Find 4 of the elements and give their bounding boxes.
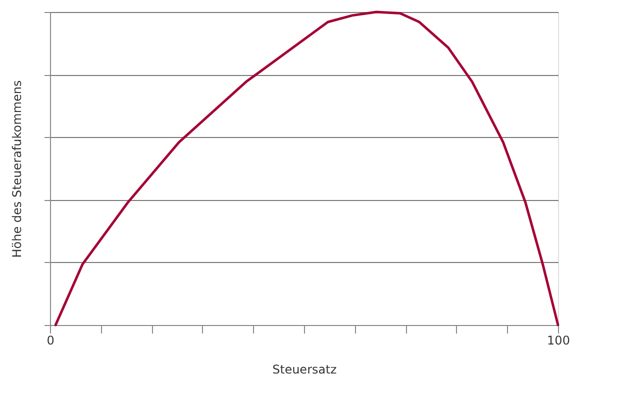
x-tick-label: 0 bbox=[46, 334, 54, 348]
x-tick-label: 100 bbox=[547, 334, 570, 348]
y-axis-title: Höhe des Steuerafukommens bbox=[10, 80, 24, 258]
x-axis-title: Steuersatz bbox=[272, 362, 337, 376]
